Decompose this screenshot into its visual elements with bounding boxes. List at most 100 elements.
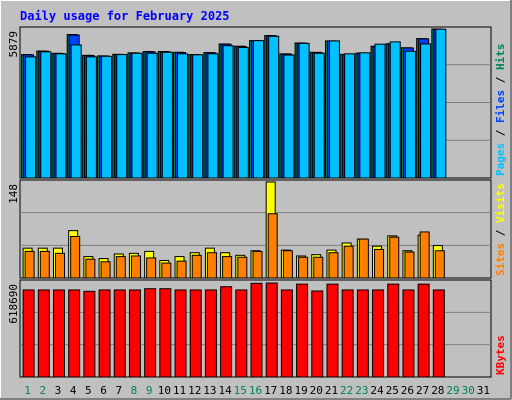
bar-sites-day-10 <box>161 262 172 279</box>
bar-kbytes-day-12 <box>189 289 202 378</box>
bar-kbytes-day-23 <box>356 289 369 378</box>
day-label-5: 5 <box>85 384 92 397</box>
bar-kbytes-day-5 <box>83 290 96 378</box>
chart-panels: 5879 Pages / Files / Hits 148 Sites / Visit… <box>7 26 507 378</box>
day-label-28: 28 <box>431 384 444 397</box>
day-label-21: 21 <box>325 384 338 397</box>
bar-kbytes-day-26 <box>402 289 415 378</box>
y-max-label: 148 <box>7 184 20 204</box>
bar-sites-day-4 <box>70 235 81 279</box>
bar-sites-day-11 <box>176 260 187 279</box>
day-label-9: 9 <box>146 384 153 397</box>
bar-pages-day-9 <box>146 52 158 179</box>
bar-pages-day-19 <box>298 42 310 179</box>
day-label-15: 15 <box>234 384 247 397</box>
bar-pages-day-20 <box>313 52 325 179</box>
bar-pages-day-4 <box>70 44 82 179</box>
bar-pages-day-23 <box>359 52 371 179</box>
bar-sites-day-13 <box>206 252 217 279</box>
bar-kbytes-day-16 <box>250 282 263 378</box>
bar-kbytes-day-28 <box>432 289 445 378</box>
legend-part: / <box>494 223 507 243</box>
day-label-22: 22 <box>340 384 353 397</box>
day-label-10: 10 <box>158 384 171 397</box>
day-label-2: 2 <box>39 384 46 397</box>
bar-pages-day-28 <box>435 28 447 179</box>
bar-pages-day-11 <box>177 53 189 179</box>
bar-sites-day-22 <box>343 245 354 279</box>
day-label-11: 11 <box>173 384 186 397</box>
bar-sites-day-1 <box>24 250 35 279</box>
bar-sites-day-8 <box>130 255 141 279</box>
bar-pages-day-2 <box>40 51 52 179</box>
series-legend-label: KBytes <box>494 335 507 375</box>
bar-pages-day-27 <box>420 43 432 179</box>
day-label-16: 16 <box>249 384 262 397</box>
day-label-13: 13 <box>203 384 216 397</box>
day-label-19: 19 <box>294 384 307 397</box>
bar-kbytes-day-22 <box>341 289 354 378</box>
bar-pages-day-3 <box>55 53 67 179</box>
bar-pages-day-24 <box>374 43 386 179</box>
bar-kbytes-day-4 <box>68 289 81 378</box>
bar-pages-day-26 <box>404 50 416 179</box>
bar-sites-day-26 <box>404 251 415 279</box>
series-legend-label: Pages / Files / Hits <box>494 44 507 177</box>
legend-part: KBytes <box>494 335 507 375</box>
bar-sites-day-19 <box>298 256 309 279</box>
bar-sites-day-23 <box>358 238 369 279</box>
bar-sites-day-2 <box>39 250 50 279</box>
day-label-23: 23 <box>355 384 368 397</box>
day-label-1: 1 <box>24 384 31 397</box>
legend-part: / <box>494 123 507 143</box>
bar-sites-day-28 <box>434 250 445 279</box>
bar-pages-day-18 <box>283 54 295 179</box>
legend-part: Pages <box>494 143 507 176</box>
bar-pages-day-10 <box>161 51 173 179</box>
bar-sites-day-24 <box>374 248 385 279</box>
bar-pages-day-22 <box>344 53 356 179</box>
panel-visits-sites: 148 Sites / Visits <box>7 179 507 279</box>
bar-sites-day-27 <box>419 231 430 279</box>
panel-hits-files-pages: 5879 Pages / Files / Hits <box>7 26 507 179</box>
chart-title: Daily usage for February 2025 <box>20 9 230 23</box>
bar-sites-day-3 <box>54 252 65 279</box>
bar-sites-day-6 <box>100 261 111 279</box>
day-label-20: 20 <box>310 384 323 397</box>
day-label-3: 3 <box>55 384 62 397</box>
day-axis-labels: 1 2 3 4 5 6 7 8 9 10 11 12 13 14 15 16 17 18 19 20 21 22 23 24 2… <box>24 384 490 397</box>
bar-kbytes-day-24 <box>372 289 385 378</box>
day-label-24: 24 <box>370 384 384 397</box>
bar-sites-day-7 <box>115 256 126 279</box>
bar-kbytes-day-8 <box>128 289 141 378</box>
bar-kbytes-day-19 <box>296 283 309 378</box>
legend-part: Sites <box>494 243 507 276</box>
bar-pages-day-5 <box>85 56 97 179</box>
day-label-31: 31 <box>477 384 490 397</box>
legend-part: Visits <box>494 183 507 223</box>
bar-kbytes-day-21 <box>326 283 339 378</box>
day-label-26: 26 <box>401 384 414 397</box>
bar-sites-day-14 <box>222 256 233 279</box>
y-max-label: 618690 <box>7 284 20 324</box>
bar-sites-day-21 <box>328 252 339 279</box>
bar-pages-day-13 <box>207 53 219 179</box>
day-label-8: 8 <box>131 384 138 397</box>
bar-sites-day-9 <box>146 257 157 279</box>
bar-pages-day-25 <box>389 41 401 179</box>
y-max-label: 5879 <box>7 31 20 58</box>
legend-part: Hits <box>494 44 507 71</box>
day-label-14: 14 <box>218 384 232 397</box>
bar-sites-day-5 <box>85 258 96 279</box>
bar-pages-day-14 <box>222 45 234 179</box>
bar-kbytes-day-7 <box>113 289 126 378</box>
bar-sites-day-15 <box>237 256 248 279</box>
bar-kbytes-day-10 <box>159 288 172 378</box>
bar-kbytes-day-9 <box>144 288 157 378</box>
bar-pages-day-16 <box>253 40 264 179</box>
day-label-29: 29 <box>446 384 459 397</box>
bar-pages-day-7 <box>116 54 128 179</box>
series-legend-label: Sites / Visits <box>494 183 507 276</box>
bar-pages-day-6 <box>101 55 113 179</box>
